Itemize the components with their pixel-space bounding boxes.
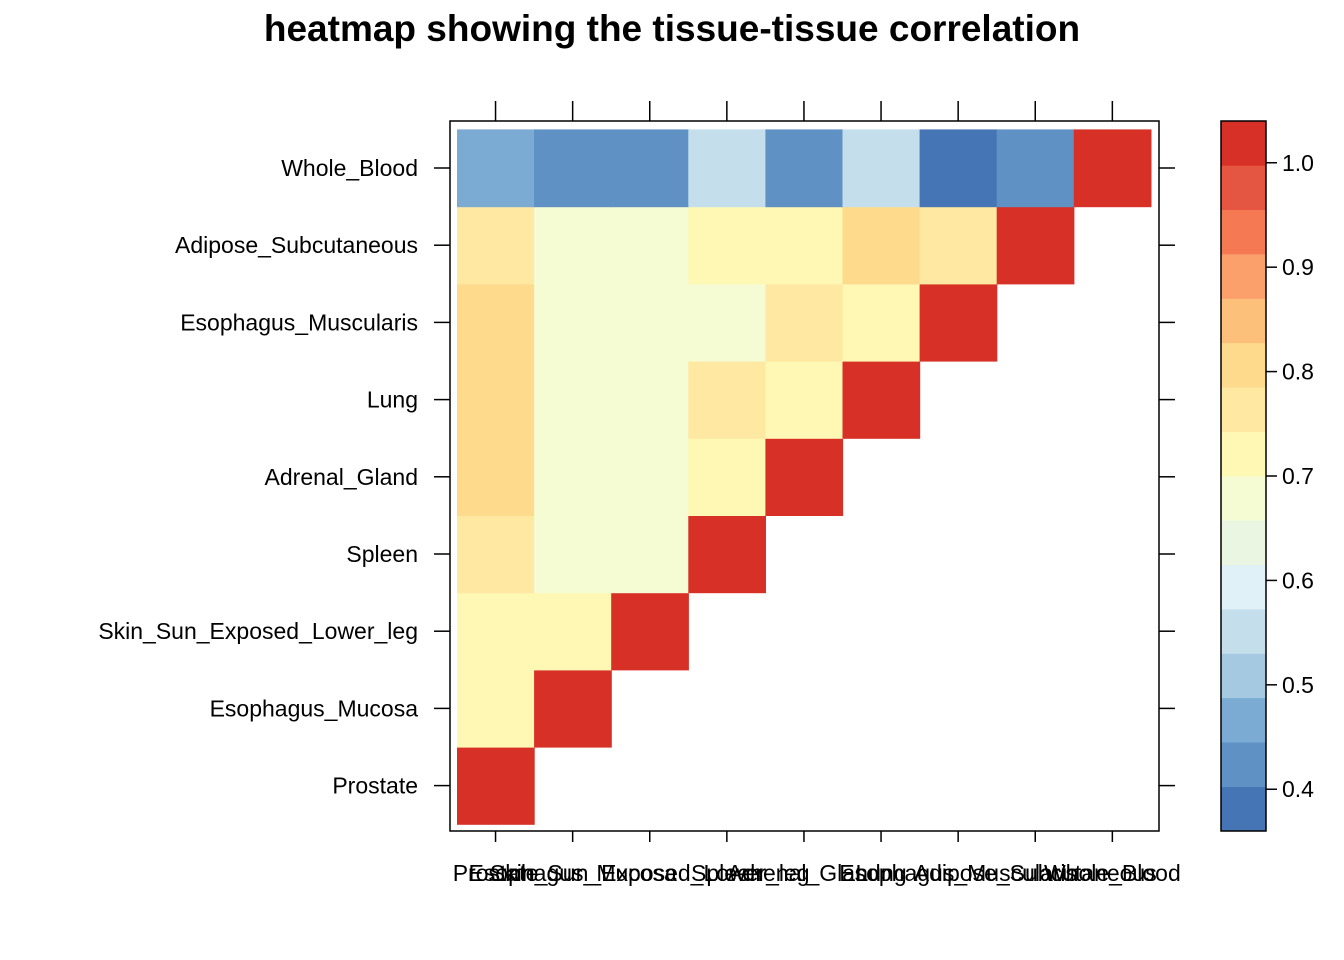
heatmap-cell bbox=[534, 361, 612, 439]
heatmap-cell bbox=[457, 592, 535, 671]
colorbar-tick-label: 0.9 bbox=[1282, 254, 1314, 280]
colorbar-tick-label: 0.6 bbox=[1282, 567, 1314, 593]
heatmap-cell bbox=[611, 438, 689, 516]
heatmap-cell bbox=[688, 206, 766, 285]
colorbar-tick-label: 0.7 bbox=[1282, 463, 1314, 489]
heatmap-cell bbox=[457, 669, 535, 748]
heatmap-cell bbox=[765, 206, 844, 285]
heatmap-cell bbox=[919, 129, 998, 208]
heatmap-cell bbox=[534, 592, 612, 671]
x-tick-label: Spleen bbox=[691, 860, 763, 886]
x-tick-label: Whole_Blood bbox=[1044, 860, 1181, 886]
heatmap-cell bbox=[842, 361, 921, 439]
heatmap-cell bbox=[765, 438, 844, 516]
y-tick-label: Skin_Sun_Exposed_Lower_leg bbox=[98, 618, 418, 644]
colorbar-swatch bbox=[1221, 387, 1266, 432]
heatmap-cell bbox=[457, 515, 535, 594]
x-tick-label: Lung bbox=[855, 860, 906, 886]
heatmap-cell bbox=[457, 361, 535, 439]
colorbar-swatch bbox=[1221, 742, 1266, 787]
x-tick-label: Adrenal_Gland bbox=[727, 860, 880, 886]
heatmap-cell bbox=[1073, 129, 1152, 208]
colorbar-swatch bbox=[1221, 254, 1266, 299]
heatmap-cell bbox=[457, 283, 535, 362]
heatmap-cell bbox=[534, 283, 612, 362]
heatmap-cell bbox=[765, 129, 844, 208]
colorbar-tick-label: 0.8 bbox=[1282, 359, 1314, 385]
colorbar-tick-label: 1.0 bbox=[1282, 150, 1314, 176]
heatmap-cell bbox=[688, 515, 766, 594]
heatmap-cell bbox=[611, 206, 689, 285]
colorbar-swatch bbox=[1221, 609, 1266, 654]
colorbar-tick-label: 0.5 bbox=[1282, 672, 1314, 698]
colorbar-swatch bbox=[1221, 476, 1266, 521]
heatmap-cell bbox=[842, 283, 921, 362]
heatmap-cell bbox=[842, 206, 921, 285]
heatmap-cell bbox=[457, 206, 535, 285]
heatmap-cell bbox=[688, 283, 766, 362]
heatmap-cell bbox=[688, 361, 766, 439]
colorbar-swatch bbox=[1221, 431, 1266, 477]
y-tick-label: Esophagus_Muscularis bbox=[180, 309, 418, 335]
y-tick-label: Whole_Blood bbox=[281, 155, 418, 181]
x-tick-label: Esophagus_Muscularis bbox=[839, 860, 1077, 886]
colorbar-swatch bbox=[1221, 342, 1266, 388]
colorbar-swatch bbox=[1221, 298, 1266, 344]
colorbar-swatch bbox=[1221, 653, 1266, 699]
colorbar-swatch bbox=[1221, 564, 1266, 610]
heatmap-cell bbox=[996, 129, 1075, 208]
heatmap-cell bbox=[457, 129, 535, 208]
heatmap-cell bbox=[457, 747, 535, 825]
heatmap-cell bbox=[765, 283, 844, 362]
heatmap-cell bbox=[611, 592, 689, 671]
y-tick-label: Adipose_Subcutaneous bbox=[175, 232, 418, 258]
heatmap-cell bbox=[534, 669, 612, 748]
chart-title: heatmap showing the tissue-tissue correl… bbox=[263, 8, 1081, 49]
x-tick-label: Prostate bbox=[453, 860, 539, 886]
heatmap-cell bbox=[534, 206, 612, 285]
y-tick-label: Lung bbox=[367, 387, 418, 413]
heatmap-cell bbox=[765, 361, 844, 439]
y-tick-label: Adrenal_Gland bbox=[265, 464, 418, 490]
heatmap-cell bbox=[919, 283, 998, 362]
heatmap-cell bbox=[534, 438, 612, 516]
heatmap-cell bbox=[919, 206, 998, 285]
colorbar-tick-label: 0.4 bbox=[1282, 776, 1314, 802]
y-tick-label: Prostate bbox=[332, 773, 418, 799]
x-tick-label: Adipose_Subcutaneous bbox=[914, 860, 1157, 886]
heatmap-cell bbox=[534, 515, 612, 594]
heatmap-cell bbox=[611, 515, 689, 594]
colorbar-swatch bbox=[1221, 786, 1266, 832]
heatmap-cell bbox=[611, 361, 689, 439]
heatmap-cell bbox=[996, 206, 1075, 285]
heatmap-cell bbox=[688, 129, 766, 208]
colorbar-swatch bbox=[1221, 165, 1266, 211]
x-tick-label: Esophagus_Mucosa bbox=[468, 860, 677, 886]
heatmap-cell bbox=[688, 438, 766, 516]
colorbar-swatch bbox=[1221, 697, 1266, 743]
colorbar-swatch bbox=[1221, 121, 1266, 166]
heatmap-cell bbox=[457, 438, 535, 516]
heatmap-cell bbox=[842, 129, 921, 208]
colorbar-swatch bbox=[1221, 520, 1266, 566]
colorbar-swatch bbox=[1221, 209, 1266, 255]
y-tick-label: Esophagus_Mucosa bbox=[210, 695, 419, 721]
y-tick-label: Spleen bbox=[346, 541, 418, 567]
heatmap-cell bbox=[534, 129, 612, 208]
x-tick-label: Skin_Sun_Exposed_Lower_leg bbox=[490, 860, 810, 886]
heatmap-cell bbox=[611, 129, 689, 208]
heatmap-cell bbox=[611, 283, 689, 362]
